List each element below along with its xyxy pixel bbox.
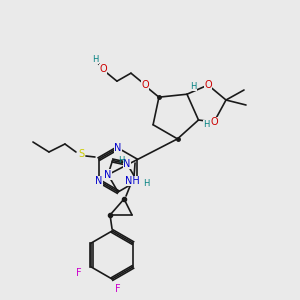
Text: F: F [76,268,82,278]
Text: N: N [104,170,112,180]
Text: O: O [204,80,212,90]
Text: S: S [78,149,84,159]
Text: N: N [123,159,131,169]
Text: H: H [143,178,149,188]
Text: N: N [95,176,103,186]
Text: O: O [141,80,149,90]
Text: H: H [118,156,125,165]
Text: N: N [114,143,122,153]
Text: H: H [190,82,196,91]
Text: H: H [203,121,210,130]
Text: F: F [115,284,121,294]
Text: NH: NH [125,176,140,186]
Text: H: H [92,55,98,64]
Text: O: O [99,64,107,74]
Text: O: O [210,117,218,127]
